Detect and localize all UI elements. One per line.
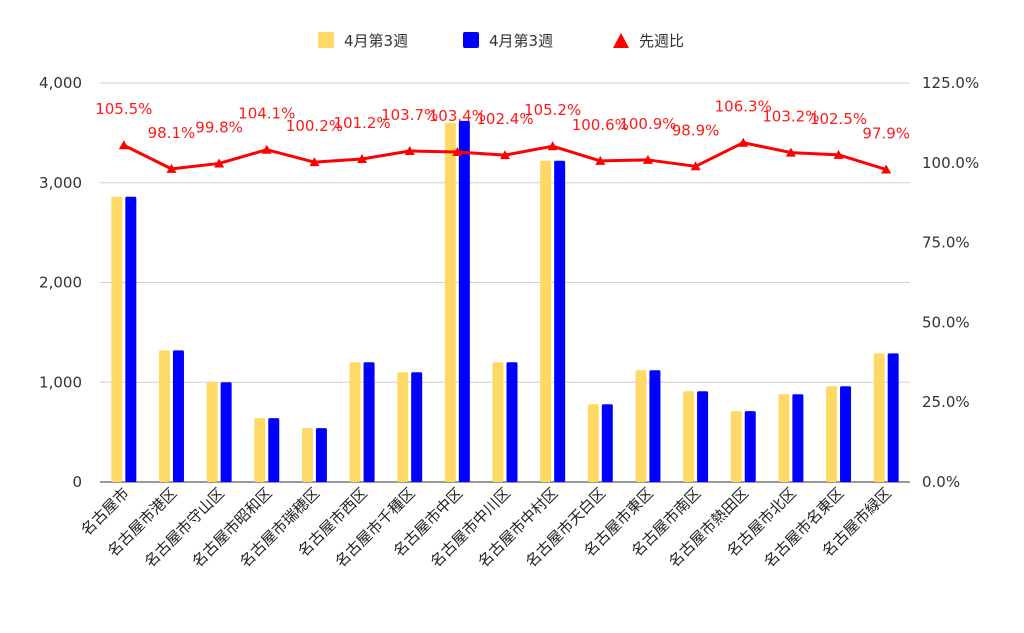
bar (826, 386, 838, 482)
bar (349, 362, 361, 482)
ratio-point (404, 145, 415, 155)
ratio-label: 99.8% (195, 118, 243, 136)
left-tick-label: 0 (72, 473, 82, 491)
bar (587, 404, 599, 482)
ratio-point (309, 157, 320, 167)
ratio-point (738, 137, 749, 147)
ratio-point (357, 153, 368, 163)
right-tick-label: 50.0% (922, 313, 970, 331)
data-labels: 105.5% 98.1% 99.8%104.1%100.2%101.2%103.7%… (95, 98, 910, 143)
bar (649, 370, 661, 482)
bar (778, 394, 790, 482)
bar (601, 404, 613, 482)
legend-marker (318, 32, 334, 48)
bar (506, 362, 518, 482)
ratio-label: 105.5% (95, 100, 152, 118)
bar-series (111, 120, 899, 483)
ratio-label: 102.4% (476, 110, 533, 128)
ratio-point (261, 144, 272, 154)
left-axis-ticks: 0 1,000 2,000 3,000 4,000 (39, 74, 82, 491)
bar (744, 411, 756, 482)
bar (887, 353, 899, 482)
bar (554, 160, 566, 482)
ratio-point (500, 150, 510, 160)
ratio-label: 101.2% (333, 114, 390, 132)
bar (268, 418, 280, 482)
left-tick-label: 2,000 (39, 274, 82, 292)
ratio-point (452, 146, 463, 156)
ratio-point (595, 155, 606, 165)
bar (792, 394, 804, 482)
legend-label: 先週比 (639, 32, 684, 50)
ratio-point (690, 161, 701, 171)
ratio-label: 104.1% (238, 105, 295, 123)
ratio-point (785, 147, 796, 157)
bar (730, 411, 742, 482)
legend-label: 4月第3週 (344, 32, 408, 50)
bar (220, 382, 232, 482)
bar (683, 391, 695, 482)
right-tick-label: 100.0% (922, 154, 979, 172)
left-tick-label: 1,000 (39, 373, 82, 391)
bar (254, 418, 266, 482)
ratio-label: 103.2% (762, 108, 819, 126)
ratio-label: 98.1% (148, 124, 196, 142)
right-tick-label: 25.0% (922, 393, 970, 411)
ratio-point (214, 158, 225, 168)
bar (363, 362, 375, 482)
bar (397, 372, 409, 482)
bar (411, 372, 423, 482)
category-labels: 名古屋市名古屋市港区名古屋市守山区名古屋市昭和区名古屋市瑞穂区名古屋市西区名古屋… (77, 484, 895, 571)
ratio-label: 97.9% (862, 125, 910, 143)
right-tick-label: 0.0% (922, 473, 960, 491)
bar (125, 196, 137, 482)
legend-marker (613, 33, 629, 48)
ratio-point (166, 163, 177, 173)
ratio-label: 100.2% (286, 117, 343, 135)
bar (840, 386, 852, 482)
ratio-label: 100.6% (572, 116, 629, 134)
bar (444, 122, 456, 483)
ratio-label: 103.4% (429, 107, 486, 125)
ratio-label: 100.9% (619, 115, 676, 133)
right-tick-label: 75.0% (922, 234, 970, 252)
legend: 4月第3週 4月第3週 先週比 (318, 32, 684, 50)
left-tick-label: 3,000 (39, 174, 82, 192)
bar (206, 382, 218, 482)
bar (315, 428, 327, 482)
legend-label: 4月第3週 (489, 32, 553, 50)
ratio-point (547, 141, 558, 151)
ratio-label: 103.7% (381, 106, 438, 124)
line-series (118, 137, 892, 174)
bar (697, 391, 709, 482)
ratio-point (881, 164, 892, 174)
bar (172, 350, 184, 482)
bar (111, 196, 123, 482)
gridlines (100, 82, 910, 483)
bar (158, 350, 170, 482)
ratio-label: 98.9% (672, 121, 720, 139)
bar (458, 120, 470, 482)
bar (301, 428, 313, 482)
ratio-label: 102.5% (810, 110, 867, 128)
right-tick-label: 125.0% (922, 74, 979, 92)
ratio-label: 106.3% (715, 98, 772, 116)
left-tick-label: 4,000 (39, 74, 82, 92)
ratio-point (642, 154, 653, 164)
bar (540, 160, 552, 482)
legend-marker (463, 32, 479, 48)
ratio-point (118, 140, 129, 150)
ratio-label: 105.2% (524, 101, 581, 119)
right-axis-ticks: 0.0% 25.0% 50.0% 75.0% 100.0% 125.0% (922, 74, 979, 491)
bar (873, 353, 885, 482)
ratio-point (833, 149, 844, 159)
bar (492, 362, 504, 482)
bar (635, 370, 647, 482)
